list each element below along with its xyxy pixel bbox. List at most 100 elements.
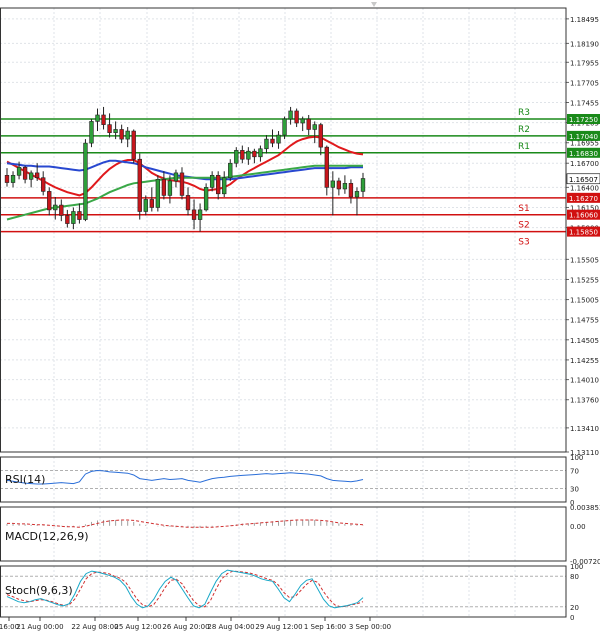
candle-body	[125, 130, 130, 140]
rsi-tick-label: 100	[570, 454, 583, 462]
time-tick-label: 22 Aug 08:00	[71, 623, 118, 631]
price-tick-label: 1.16150	[570, 204, 599, 212]
price-tick-label: 1.16700	[570, 160, 599, 168]
price-tick-label: 1.16400	[570, 184, 599, 192]
candle-body	[4, 175, 10, 183]
stoch-title: Stoch(9,6,3)	[5, 584, 73, 597]
price-tick-label: 1.17955	[570, 59, 599, 67]
moving-average-line	[6, 135, 364, 197]
candle-body	[77, 211, 82, 220]
candle-body	[65, 215, 70, 224]
pivot-label: S3	[518, 238, 529, 248]
pivot-price-tag-text: 1.16830	[569, 150, 598, 158]
candle-body	[53, 204, 58, 211]
candle-body	[107, 124, 112, 133]
price-tick-label: 1.14505	[570, 337, 599, 345]
candle-body	[83, 142, 88, 220]
stoch-tick-label: 80	[570, 573, 579, 581]
candle-body	[336, 180, 342, 190]
pivot-label: S1	[518, 204, 529, 214]
pivot-price-tag-text: 1.15850	[569, 229, 598, 237]
candle-body	[228, 162, 233, 179]
pivot-price-tag-text: 1.16060	[569, 212, 598, 220]
pivot-price-tag	[567, 114, 600, 124]
candle-body	[47, 191, 52, 211]
price-grid	[0, 8, 566, 617]
candle-body	[71, 211, 76, 224]
candle-body	[22, 166, 28, 180]
candle-body	[143, 199, 148, 212]
candle-body	[354, 191, 360, 198]
candle-body	[282, 118, 287, 136]
time-tick-label: 25 Aug 12:00	[114, 623, 161, 631]
candle-body	[197, 209, 203, 220]
price-tick-label: 1.13110	[570, 449, 599, 457]
rsi-panel: 100 70 30 0 RSI(14)	[0, 454, 583, 507]
stoch-main-line	[6, 569, 364, 609]
candle-body	[101, 114, 106, 125]
candle-body	[360, 178, 366, 192]
pivot-levels: R3 1.17250 R2 1.17040 R1 1.16830 S1 1.16270 S2 1.…	[0, 108, 600, 248]
macd-tick-label: 0.003853	[570, 504, 600, 512]
shift-marker-icon	[371, 2, 377, 7]
price-tick-label: 1.14255	[570, 357, 599, 365]
candle-body	[209, 175, 215, 188]
time-tick-label: 29 Aug 12:00	[255, 623, 302, 631]
last-price-label: 1.16507	[569, 176, 598, 184]
candle-body	[246, 150, 251, 160]
pivot-price-tag	[567, 209, 600, 220]
price-tick-label: 1.13760	[570, 397, 599, 405]
panel-frame	[0, 565, 567, 618]
pivot-label: R2	[518, 125, 530, 135]
pivot-price-tag	[567, 226, 600, 237]
price-tick-label: 1.15505	[570, 256, 599, 264]
rsi-tick-label: 30	[570, 486, 579, 494]
candle-body	[258, 148, 263, 158]
pivot-price-tag-text: 1.16270	[569, 195, 598, 203]
time-tick-label: 28 Aug 04:00	[207, 623, 254, 631]
candle-body	[203, 187, 209, 211]
rsi-title: RSI(14)	[5, 473, 45, 486]
panel-frame	[0, 7, 567, 453]
time-tick-label: 3 Sep 00:00	[349, 623, 391, 631]
candle-body	[318, 124, 323, 148]
pivot-price-tag-text: 1.17040	[569, 133, 598, 141]
candle-body	[41, 177, 46, 192]
candle-body	[34, 172, 40, 179]
candle-body	[191, 209, 197, 220]
candle-body	[113, 129, 118, 133]
last-price-tag	[566, 173, 600, 185]
candle-body	[300, 118, 305, 124]
candle-body	[216, 175, 221, 195]
moving-averages	[6, 135, 364, 221]
candle-body	[294, 110, 299, 124]
price-tick-label: 1.13410	[570, 425, 599, 433]
candle-body	[95, 114, 100, 122]
candle-body	[330, 180, 336, 188]
candle-body	[306, 118, 311, 130]
candle-body	[89, 121, 94, 144]
macd-panel: 0.003853 0.00 -0.007208 MACD(12,26,9)	[5, 504, 600, 566]
candle-body	[312, 124, 317, 130]
candle-body	[10, 175, 16, 183]
pivot-price-tag	[567, 147, 600, 158]
time-tick-label: 16:00	[0, 623, 19, 631]
candle-body	[288, 110, 293, 120]
time-tick-label: 26 Aug 20:00	[162, 623, 209, 631]
panel-frame	[0, 506, 567, 562]
stoch-tick-label: 100	[570, 563, 583, 571]
price-tick-label: 1.15005	[570, 297, 599, 305]
moving-average-line	[6, 164, 363, 221]
rsi-line	[6, 469, 364, 485]
candle-body	[179, 172, 185, 196]
price-tick-label: 1.14010	[570, 377, 599, 385]
candle-body	[137, 158, 142, 212]
candle-body	[324, 146, 329, 188]
macd-tick-label: 0.00	[570, 523, 586, 531]
candle-body	[173, 172, 179, 182]
candle-body	[161, 179, 167, 196]
stoch-panel: 100 80 20 0 Stoch(9,6,3)	[0, 563, 583, 622]
